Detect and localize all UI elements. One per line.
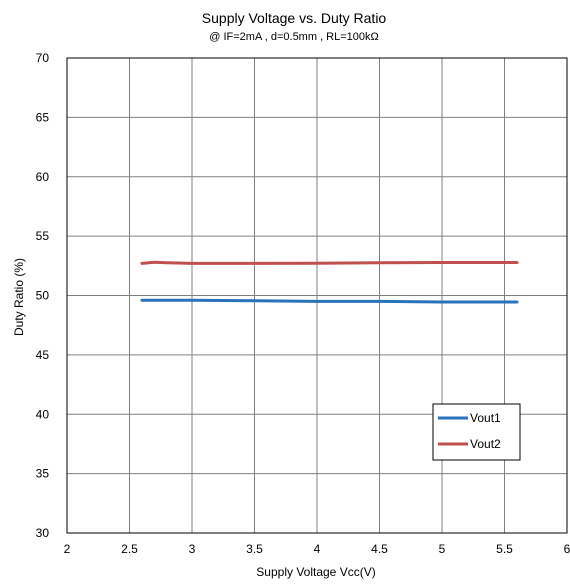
y-tick-label: 55 — [36, 229, 50, 243]
y-tick-label: 45 — [36, 348, 50, 362]
series-line-vout2 — [140, 260, 519, 265]
grid-lines — [66, 57, 568, 534]
y-tick-label: 35 — [36, 467, 50, 481]
x-axis-label: Supply Voltage Vcc(V) — [256, 565, 375, 579]
x-tick-label: 5.5 — [496, 542, 513, 556]
x-tick-label: 4.5 — [371, 542, 388, 556]
chart-title: Supply Voltage vs. Duty Ratio — [202, 10, 387, 26]
legend-label-vout1: Vout1 — [470, 411, 501, 425]
x-tick-label: 3.5 — [246, 542, 263, 556]
x-tick-label: 2 — [64, 542, 71, 556]
plot-frame — [66, 57, 568, 534]
y-axis-label: Duty Ratio (%) — [12, 258, 26, 336]
y-tick-label: 30 — [36, 526, 50, 540]
y-tick-label: 50 — [36, 289, 50, 303]
x-tick-label: 4 — [314, 542, 321, 556]
series-line-vout1 — [140, 298, 519, 304]
x-tick-label: 2.5 — [121, 542, 138, 556]
x-tick-label: 6 — [564, 542, 570, 556]
tick-labels: 2 2.5 3 3.5 4 4.5 5 5.5 6 30 35 40 45 50 55 60 65 70 — [36, 51, 570, 556]
legend-box — [432, 403, 521, 461]
y-tick-label: 70 — [36, 51, 50, 65]
legend-label-vout2: Vout2 — [470, 437, 501, 451]
chart-subtitle: @ IF=2mA , d=0.5mm , RL=100kΩ — [209, 31, 379, 43]
series-layer — [140, 260, 519, 304]
y-tick-label: 40 — [36, 407, 50, 421]
y-tick-label: 60 — [36, 170, 50, 184]
legend: Vout1 Vout2 — [432, 403, 521, 461]
x-tick-label: 3 — [189, 542, 196, 556]
x-tick-label: 5 — [439, 542, 446, 556]
y-tick-label: 65 — [36, 110, 50, 124]
